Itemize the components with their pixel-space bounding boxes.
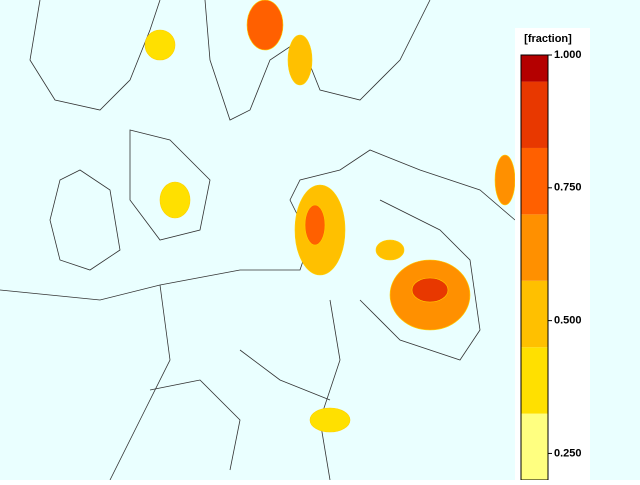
colorbar-band [521, 55, 548, 82]
field-patch [159, 181, 191, 219]
land-outlines [0, 0, 516, 481]
field-patch [494, 154, 516, 206]
colorbar-band [521, 147, 548, 215]
colorbar-band [521, 280, 548, 348]
colorbar-band [521, 413, 548, 480]
field-patch [144, 29, 176, 61]
field-patch [309, 407, 351, 433]
colorbar-band [521, 347, 548, 414]
field-patch [287, 34, 313, 86]
field-patch [246, 0, 284, 51]
field-patch [411, 277, 449, 303]
colorbar-tick-label: 0.750 [554, 182, 582, 194]
data-field [144, 0, 516, 433]
field-patch [375, 239, 405, 261]
colorbar: 1.000 0.750 0.500 0.250 [520, 49, 582, 481]
field-patch [304, 204, 326, 246]
colorbar-tick-label: 0.500 [554, 315, 582, 327]
colorbar-band [521, 214, 548, 281]
colorbar-tick-label: 1.000 [554, 49, 582, 61]
colorbar-label: [fraction] [524, 33, 572, 45]
colorbar-tick-label: 0.250 [554, 447, 582, 459]
colorbar-band [521, 81, 548, 148]
